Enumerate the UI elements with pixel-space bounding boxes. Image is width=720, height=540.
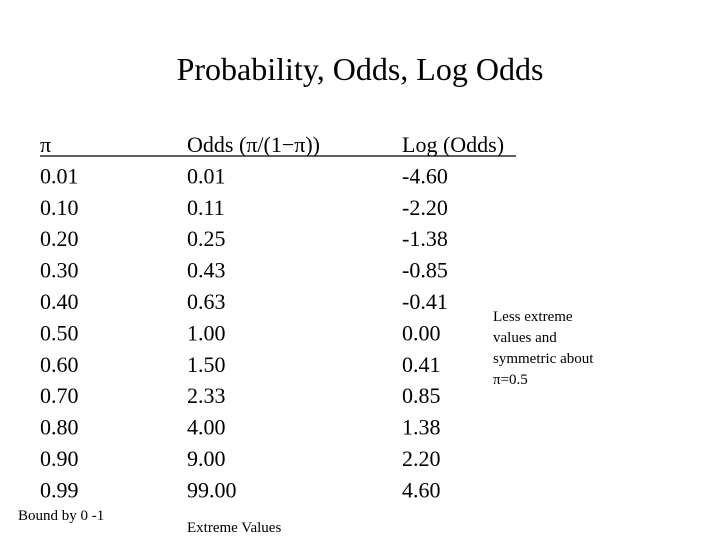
- table-cell: 0.25: [187, 226, 226, 251]
- probability-note: Bound by 0 -1: [18, 508, 104, 524]
- table-cell: 0.10: [40, 195, 79, 220]
- slide-title: Probability, Odds, Log Odds: [177, 51, 544, 87]
- table-cell: 0.80: [40, 415, 79, 440]
- column-header: π: [40, 132, 51, 157]
- column-header: Log (Odds): [402, 132, 504, 157]
- table-cell: 2.20: [402, 446, 441, 471]
- log-odds-note: π=0.5: [493, 372, 528, 388]
- table-cell: 0.63: [187, 289, 226, 314]
- table-cell: 0.40: [40, 289, 79, 314]
- table-cell: -0.85: [402, 258, 448, 283]
- log-odds-note: values and: [493, 330, 557, 346]
- table-cell: 0.43: [187, 258, 226, 283]
- table-cell: -1.38: [402, 226, 448, 251]
- table-cell: 0.60: [40, 352, 79, 377]
- table-cell: 0.99: [40, 477, 79, 502]
- table-cell: 2.33: [187, 383, 226, 408]
- table-cell: 0.01: [187, 163, 226, 188]
- table-cell: 1.50: [187, 352, 226, 377]
- table-cell: 0.20: [40, 226, 79, 251]
- table-cell: 0.41: [402, 352, 441, 377]
- table-cell: 0.85: [402, 383, 441, 408]
- table-cell: 0.11: [187, 195, 225, 220]
- table-cell: 1.00: [187, 320, 226, 345]
- table-cell: 4.00: [187, 415, 226, 440]
- table-cell: 0.50: [40, 320, 79, 345]
- table-cell: 9.00: [187, 446, 226, 471]
- log-odds-note: symmetric about: [493, 351, 594, 367]
- column-header: Odds (π/(1−π)): [187, 132, 320, 157]
- table-cell: -0.41: [402, 289, 448, 314]
- table-cell: 4.60: [402, 477, 441, 502]
- table-cell: 99.00: [187, 477, 237, 502]
- table-cell: -2.20: [402, 195, 448, 220]
- table-cell: 0.90: [40, 446, 79, 471]
- odds-note: Extreme Values: [187, 520, 281, 536]
- table-cell: 0.00: [402, 320, 441, 345]
- table-cell: 0.70: [40, 383, 79, 408]
- log-odds-note: Less extreme: [493, 309, 573, 325]
- table-cell: -4.60: [402, 163, 448, 188]
- table-cell: 1.38: [402, 415, 441, 440]
- table-cell: 0.01: [40, 163, 79, 188]
- table-cell: 0.30: [40, 258, 79, 283]
